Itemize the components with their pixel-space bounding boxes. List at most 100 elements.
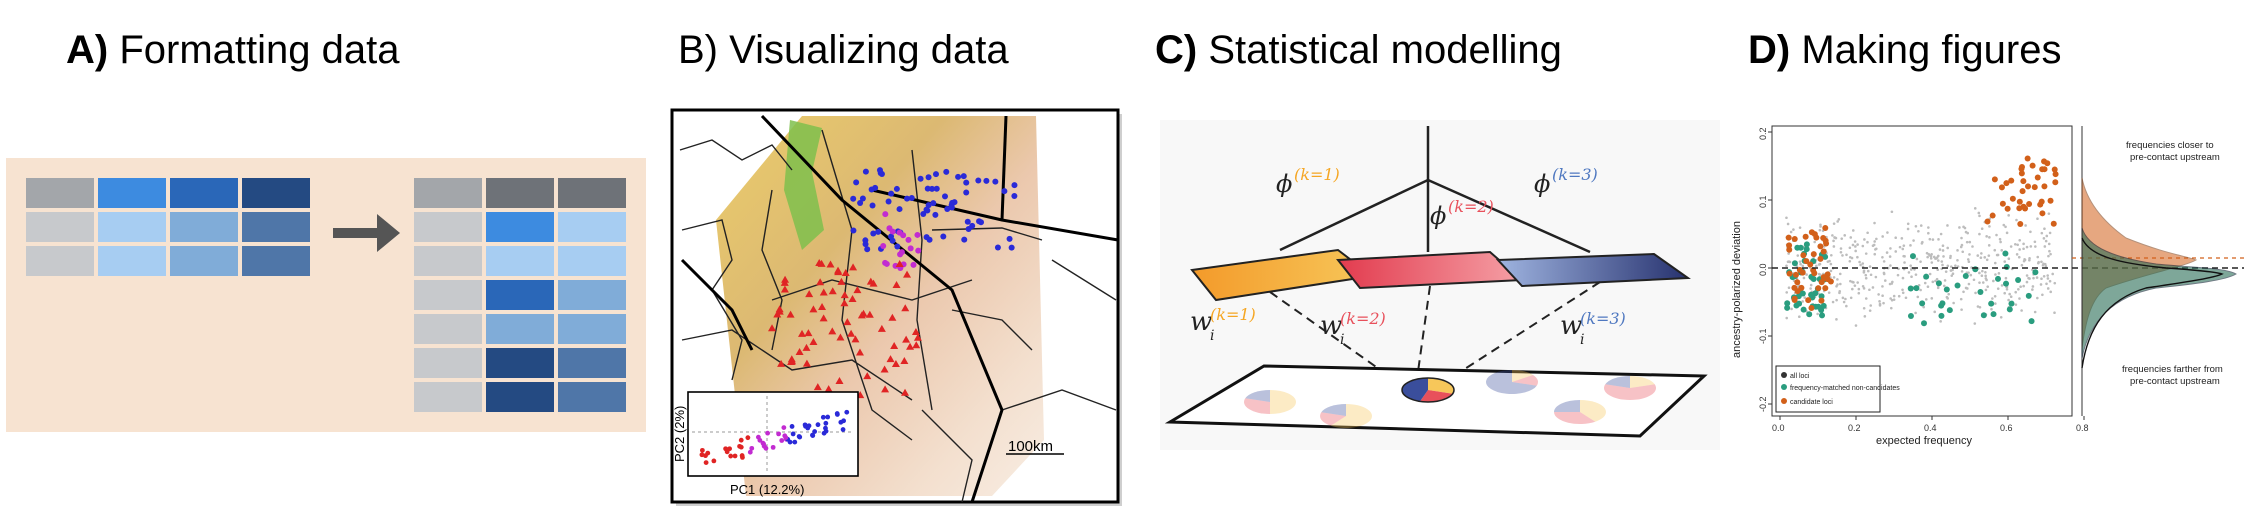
scatter-point xyxy=(1791,260,1798,267)
table-cell xyxy=(558,382,626,412)
sample-point xyxy=(969,222,976,229)
scatter-point xyxy=(1977,211,1981,215)
scatter-point xyxy=(1919,300,1926,307)
scatter-point xyxy=(1896,273,1900,277)
scatter-point xyxy=(1809,283,1813,287)
sample-point xyxy=(835,376,844,384)
sample-point xyxy=(876,167,883,174)
scatter-point xyxy=(1978,271,1981,275)
scatter-point xyxy=(1927,231,1930,235)
legend: all loci frequency-matched non-candidate… xyxy=(1775,365,1900,413)
sample-point xyxy=(933,185,940,192)
scatter-point xyxy=(1786,260,1790,264)
scatter-point xyxy=(1830,253,1833,257)
scatter-point xyxy=(1810,251,1817,258)
sample-point xyxy=(908,195,915,202)
scatter-point xyxy=(1894,250,1898,253)
sample-point xyxy=(948,204,955,211)
scatter-point xyxy=(1800,252,1807,259)
scatter-point xyxy=(1818,262,1822,266)
scatter-point xyxy=(1808,304,1815,311)
sample-point xyxy=(840,291,849,299)
scatter-point xyxy=(1849,279,1852,283)
scatter-point xyxy=(1797,244,1804,251)
legend-matched: frequency-matched non-candidates xyxy=(1790,385,1900,392)
scatter-point xyxy=(1906,222,1910,226)
scatter-point xyxy=(1933,310,1937,314)
sample-point xyxy=(857,199,864,206)
annot-top-1: frequencies closer to xyxy=(2126,140,2214,151)
green-region xyxy=(784,120,824,250)
sample-point xyxy=(891,360,900,368)
sample-point xyxy=(847,329,856,337)
scatter-point xyxy=(1848,255,1852,259)
pie-slice xyxy=(1428,378,1454,394)
scatter-point xyxy=(1941,263,1944,267)
scatter-point xyxy=(1881,235,1884,238)
scatter-point xyxy=(1973,207,1977,210)
inset-frame xyxy=(687,391,859,477)
scatter-point xyxy=(1984,277,1988,280)
inset-point xyxy=(727,446,732,452)
sample-point xyxy=(859,309,868,317)
sample-point xyxy=(925,202,932,209)
sample-point xyxy=(818,302,827,310)
pie-outline xyxy=(1401,377,1455,403)
scatter-point xyxy=(1838,289,1842,293)
sample-point xyxy=(926,236,933,243)
scatter-point xyxy=(1863,238,1866,241)
sample-point xyxy=(841,269,850,277)
table-cell xyxy=(558,280,626,310)
y-ticks: 0.2 0.1 0.0 -0.1 -0.2 xyxy=(1758,127,1772,412)
scatter-point xyxy=(1798,226,1802,229)
scatter-point xyxy=(2015,253,2019,256)
scatter-point xyxy=(1965,240,1969,244)
scatter-point xyxy=(1923,273,1930,280)
scatter-point xyxy=(1791,296,1798,303)
table-cell xyxy=(558,348,626,378)
scatter-point xyxy=(1854,245,1857,248)
table-cell xyxy=(414,382,482,412)
sample-point xyxy=(834,268,843,276)
scatter-point xyxy=(1875,237,1878,241)
scatter-point xyxy=(1904,296,1908,300)
sample-point xyxy=(920,211,927,218)
scatter-point xyxy=(1868,265,1872,268)
scatter-point xyxy=(1976,305,1980,308)
scatter-point xyxy=(1947,292,1950,296)
scatter-point xyxy=(2031,184,2038,191)
scatter-point xyxy=(1809,287,1812,290)
scatter-point xyxy=(1836,283,1839,286)
sample-point xyxy=(902,335,911,343)
scatter-point xyxy=(2029,245,2033,248)
scatter-point xyxy=(1992,279,1995,283)
svg-text:ϕ: ϕ xyxy=(1276,170,1292,198)
scatter-point xyxy=(1922,305,1926,309)
svg-text:(k=3): (k=3) xyxy=(1580,309,1626,328)
svg-text:w: w xyxy=(1190,307,1212,337)
scatter-point xyxy=(1805,297,1812,304)
scatter-point xyxy=(2036,217,2039,221)
scatter-point xyxy=(1939,320,1942,323)
scatter-point xyxy=(1864,273,1868,277)
sample-point xyxy=(809,305,818,313)
scatter-point xyxy=(2032,276,2035,280)
scatter-point xyxy=(1811,231,1818,238)
scatter-point xyxy=(1903,261,1906,264)
scatter-point xyxy=(2008,300,2015,307)
scatter-point xyxy=(2047,212,2051,215)
scatter-point xyxy=(1813,240,1816,244)
sample-point xyxy=(880,365,889,373)
sample-point xyxy=(961,236,968,243)
scatter-point xyxy=(1983,256,1987,259)
scatter-point xyxy=(2040,231,2044,235)
scatter-point xyxy=(1995,253,1999,257)
scatter-point xyxy=(1996,287,2000,290)
pie-slice xyxy=(1580,400,1606,422)
scatter-point xyxy=(1937,238,1940,241)
thick-borders xyxy=(680,114,1119,503)
scatter-point xyxy=(2020,178,2027,185)
scatter-point xyxy=(1960,308,1963,311)
scatter-point xyxy=(1799,262,1802,266)
sample-point xyxy=(777,359,786,367)
